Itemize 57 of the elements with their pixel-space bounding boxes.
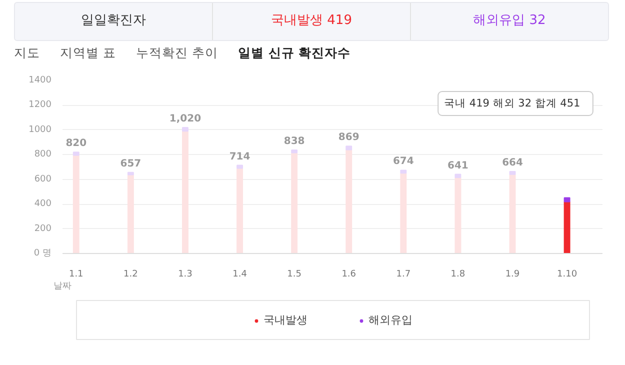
bar <box>564 197 570 202</box>
x-tick-label: 1.5 <box>287 270 302 280</box>
x-tick-label: 1.7 <box>396 270 411 280</box>
text: 해외유입 32 <box>410 3 608 40</box>
bar <box>182 126 188 132</box>
x-tick-label: 1.1 <box>68 270 84 280</box>
bar <box>236 164 243 169</box>
x-tick-label: 1.2 <box>124 270 138 280</box>
total-label: 869 <box>338 132 360 144</box>
bar <box>454 174 462 178</box>
bar <box>509 170 516 175</box>
text: 지역별 표 <box>60 45 116 60</box>
bar <box>564 201 570 254</box>
y-tick-label: 600 <box>34 174 52 184</box>
y-tick-label: 400 <box>34 199 52 210</box>
x-tick-label: 1.9 <box>505 270 520 280</box>
total-label: 838 <box>284 136 305 147</box>
text: 지도 <box>14 45 40 60</box>
x-tick-label: 1.6 <box>342 270 356 280</box>
text: 일별 신규 확진자수 <box>238 45 351 60</box>
y-tick-label: 1000 <box>28 124 52 135</box>
total-label: 664 <box>502 157 523 168</box>
y-tick-label: 200 <box>34 224 52 234</box>
bar <box>236 168 243 254</box>
x-tick-label: 1.10 <box>557 270 578 280</box>
bar <box>346 146 352 150</box>
bar <box>182 130 188 254</box>
bar <box>400 172 407 254</box>
annotation: 국내 419 해외 32 합계 451 <box>444 98 580 110</box>
bar <box>291 149 298 154</box>
y-tick-label: 1400 <box>28 76 52 86</box>
y-tick-label: 0 명 <box>34 248 52 258</box>
total-label: 714 <box>229 151 250 162</box>
total-label: 641 <box>448 160 468 172</box>
bar <box>291 152 298 254</box>
bar <box>400 170 407 174</box>
text: 누적확진 추이 <box>136 45 218 60</box>
x-tick-label: 1.8 <box>450 270 466 280</box>
x-axis-title: 날짜 <box>54 282 72 292</box>
bar <box>509 174 516 254</box>
bar <box>72 152 80 156</box>
x-tick-label: 1.4 <box>232 270 248 280</box>
x-tick-label: 1.3 <box>178 270 192 280</box>
total-label: 674 <box>392 156 414 168</box>
total-label: 820 <box>66 138 87 150</box>
bar <box>127 174 134 254</box>
legend-label: 해외유입 <box>368 312 412 328</box>
chart-title: 일일확진자 <box>80 12 147 30</box>
bar <box>346 149 352 254</box>
bar <box>72 154 80 254</box>
text: 국내발생 419 <box>212 3 410 40</box>
total-label: 657 <box>120 158 142 170</box>
y-tick-label: 1200 <box>28 100 52 110</box>
legend-label: 국내발생 <box>264 312 308 328</box>
bar <box>454 177 462 254</box>
total-label: 1,020 <box>169 113 202 124</box>
y-tick-label: 800 <box>34 150 52 160</box>
